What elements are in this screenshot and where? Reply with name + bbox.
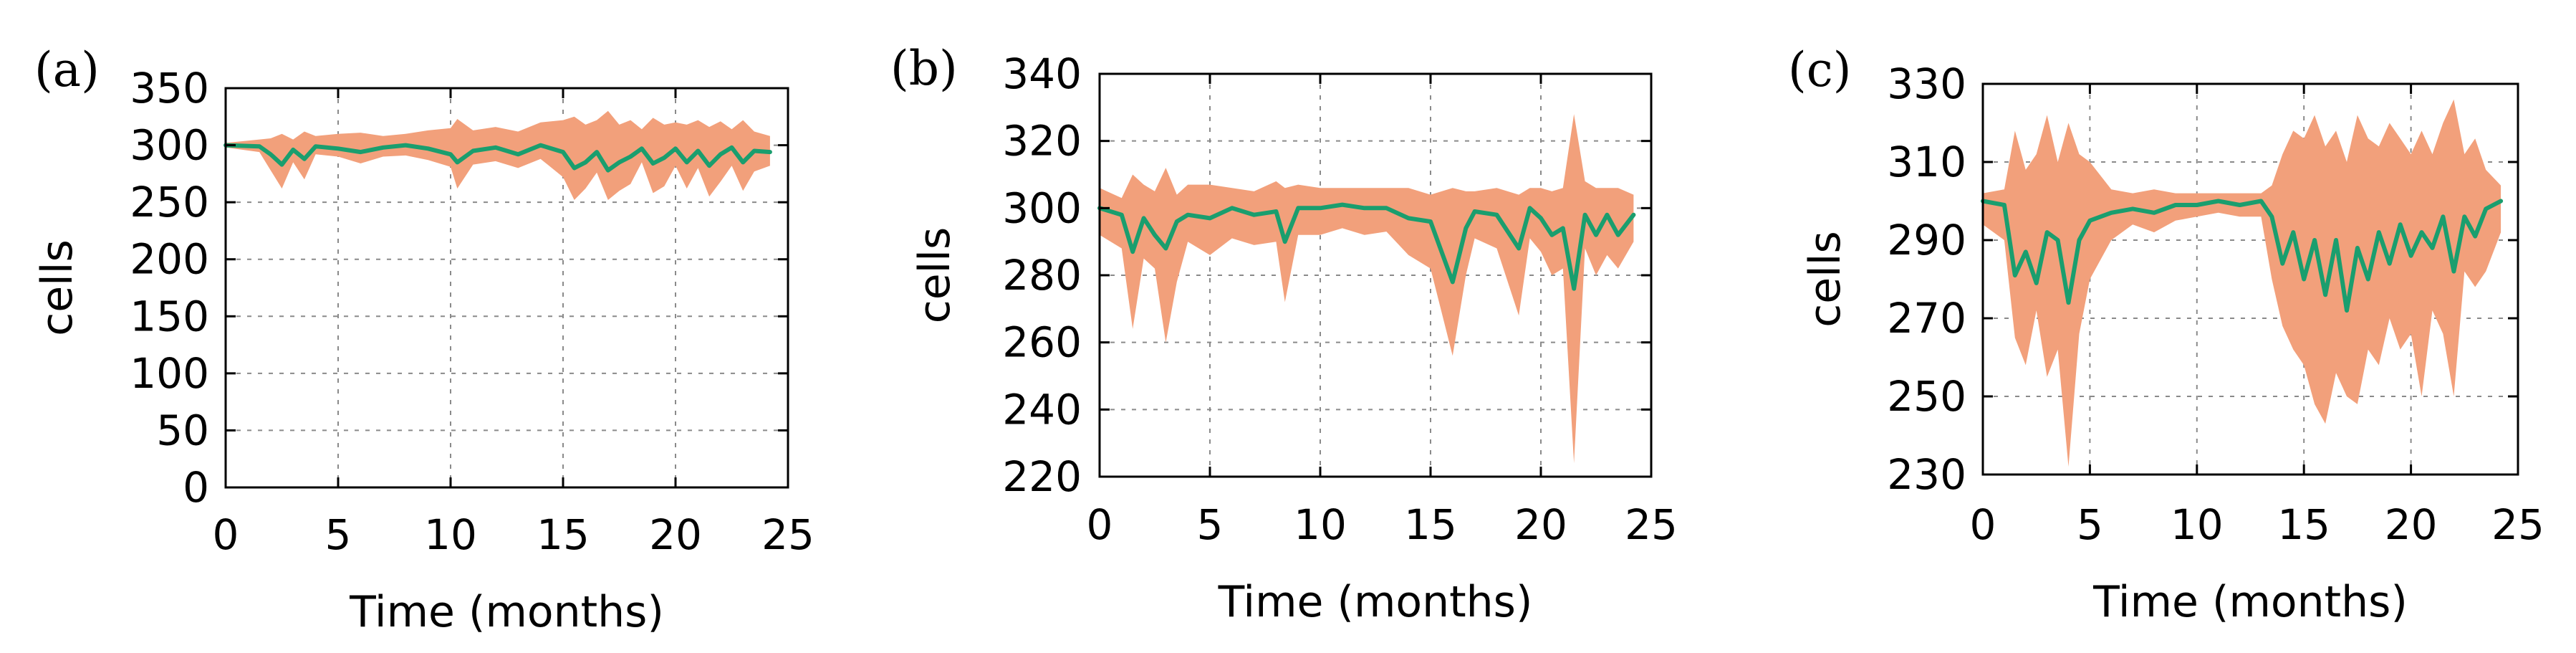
- y-tick-label: 0: [183, 463, 209, 512]
- x-tick-label: 25: [1625, 500, 1678, 549]
- x-tick-label: 10: [2171, 500, 2224, 549]
- x-axis-title: Time (months): [349, 587, 664, 637]
- y-tick-label: 340: [1002, 49, 1082, 98]
- y-axis-title: cells: [32, 239, 82, 336]
- y-tick-label: 260: [1002, 318, 1082, 367]
- y-tick-label: 300: [130, 121, 209, 170]
- y-tick-label: 320: [1002, 117, 1082, 166]
- y-tick-label: 250: [130, 178, 209, 227]
- y-tick-label: 250: [1887, 372, 1966, 421]
- chart-panel-b: 0 5 10 15 20 25 220 240 260 280 300 320 340 Time (mon…: [890, 41, 1678, 627]
- x-tick-label: 20: [649, 510, 702, 559]
- x-tick-label: 5: [1197, 500, 1224, 549]
- mean-line: [1981, 199, 2504, 313]
- x-axis-title: Time (months): [1218, 577, 1533, 627]
- y-tick-label: 310: [1887, 138, 1966, 186]
- x-tick-label: 15: [537, 510, 590, 559]
- y-tick-label: 220: [1002, 452, 1082, 501]
- plot-frame: [1981, 82, 2519, 476]
- x-tick-label: 0: [1970, 500, 1996, 549]
- y-tick-label: 50: [156, 406, 209, 454]
- y-tick-label: 150: [130, 292, 209, 340]
- x-tick-label: 15: [2277, 500, 2330, 549]
- chart-panel-c: 0 5 10 15 20 25 230 250 270 290 310 330 Time (months…: [1788, 42, 2544, 627]
- x-tick-label: 25: [761, 510, 814, 559]
- x-tick-label: 0: [1087, 500, 1113, 549]
- x-tick-label: 0: [213, 510, 239, 559]
- x-tick-label: 5: [2077, 500, 2103, 549]
- x-tick-label: 20: [1514, 500, 1567, 549]
- y-tick-label: 300: [1002, 183, 1082, 232]
- y-tick-label: 100: [130, 349, 209, 398]
- y-tick-label: 270: [1887, 294, 1966, 343]
- y-tick-label: 280: [1002, 251, 1082, 300]
- y-tick-label: 200: [130, 235, 209, 284]
- panel-label: (a): [34, 42, 100, 97]
- y-tick-label: 290: [1887, 216, 1966, 264]
- y-axis-title: cells: [910, 227, 960, 324]
- y-axis-title: cells: [1800, 231, 1850, 328]
- y-tick-label: 350: [130, 64, 209, 113]
- y-tick-label: 240: [1002, 385, 1082, 434]
- x-tick-label: 20: [2385, 500, 2438, 549]
- x-tick-label: 15: [1404, 500, 1457, 549]
- x-tick-label: 10: [424, 510, 477, 559]
- variance-band: [1100, 114, 1634, 464]
- x-tick-label: 10: [1294, 500, 1347, 549]
- mean-line: [1097, 202, 1636, 291]
- mean-line: [224, 143, 772, 173]
- x-tick-label: 25: [2491, 500, 2544, 549]
- x-tick-label: 5: [325, 510, 352, 559]
- y-tick-label: 330: [1887, 59, 1966, 108]
- x-axis-title: Time (months): [2092, 577, 2408, 627]
- y-tick-label: 230: [1887, 450, 1966, 499]
- panel-label: (b): [890, 41, 958, 96]
- variance-band: [226, 110, 770, 200]
- plot-frame: [224, 87, 789, 489]
- variance-band: [1983, 99, 2501, 467]
- panel-label: (c): [1788, 42, 1851, 97]
